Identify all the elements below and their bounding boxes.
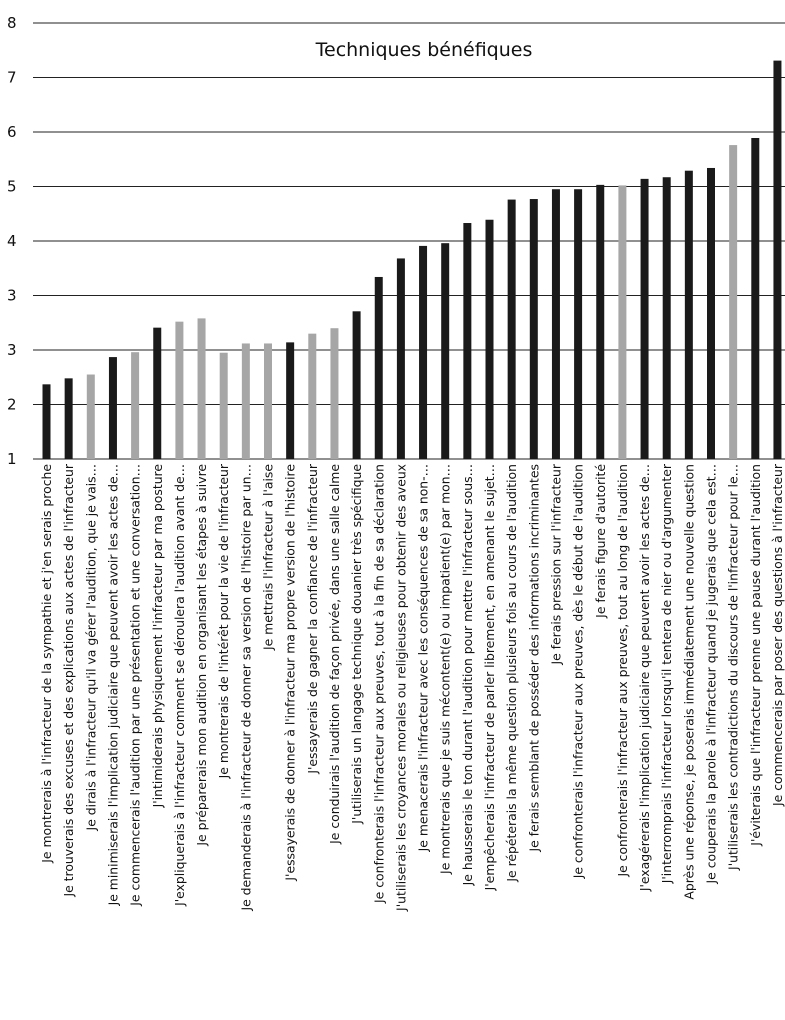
bars: [42, 60, 782, 460]
category-label: Je ferais figure d'autorité: [593, 464, 608, 619]
category-label: Je préparerais mon audition en organisan…: [194, 464, 209, 847]
bar: [640, 178, 649, 459]
bar: [330, 328, 339, 459]
bar: [86, 374, 95, 459]
gridlines: [33, 22, 785, 460]
bar: [197, 318, 206, 459]
category-label: Je confronterais l'infracteur aux preuve…: [615, 464, 630, 878]
bar: [419, 245, 428, 459]
category-label: J'utiliserais les croyances morales ou r…: [393, 464, 408, 912]
category-label: Je mettrais l'infracteur à l'aise: [261, 464, 276, 651]
y-tick-label: 1: [7, 450, 17, 468]
category-label: Je répéterais la même question plusieurs…: [504, 464, 519, 883]
chart-title-background: [290, 32, 558, 66]
category-label: Je montrerais à l'infracteur de la sympa…: [39, 464, 54, 864]
bar: [286, 342, 295, 459]
y-axis-tick-labels: 1233456789: [7, 14, 17, 468]
category-label: Je dirais à l'infracteur qu'il va gérer …: [83, 464, 98, 831]
y-tick-label: 4: [7, 232, 17, 250]
bar: [175, 321, 184, 459]
category-label: J'exagérerais l'implication judiciaire q…: [637, 464, 652, 892]
bar: [684, 170, 693, 459]
bar: [264, 343, 272, 459]
category-labels: Je montrerais à l'infracteur de la sympa…: [39, 463, 785, 912]
category-label: Je montrerais de l'intérêt pour la vie d…: [216, 463, 231, 779]
category-label: Je confronterais l'infracteur aux preuve…: [571, 464, 586, 879]
category-label: Je hausserais le ton durant l'audition p…: [460, 464, 475, 886]
category-label: Je commencerais par poser des questions …: [770, 463, 785, 807]
bar: [529, 199, 538, 459]
category-label: Je ferais pression sur l'infracteur: [548, 463, 563, 665]
bar: [729, 145, 738, 459]
bar: [64, 378, 73, 459]
category-label: J'utiliserais les contradictions du disc…: [726, 464, 741, 871]
category-label: Je confronterais l'infracteur aux preuve…: [371, 464, 386, 904]
bar: [707, 167, 715, 459]
bar: [574, 189, 583, 459]
category-label: Je conduirais l'audition de façon privée…: [327, 464, 342, 845]
y-tick-label: 5: [7, 178, 17, 196]
bar: [131, 352, 140, 459]
bar: [308, 333, 317, 459]
y-tick-label: 8: [7, 14, 17, 32]
bar: [241, 343, 250, 459]
bar: [751, 137, 760, 459]
bar: [153, 327, 162, 459]
category-label: Je demanderais à l'infracteur de donner …: [238, 464, 253, 912]
category-label: Je couperais la parole à l'infracteur qu…: [704, 464, 719, 885]
y-tick-label: 3: [7, 341, 17, 359]
category-label: Je menacerais l'infracteur avec les cons…: [416, 464, 431, 852]
bar: [108, 357, 117, 459]
bar: [596, 184, 605, 460]
category-label: J'expliquerais à l'infracteur comment se…: [172, 464, 187, 907]
y-tick-label: 3: [7, 287, 17, 305]
category-label: Je montrerais que je suis mécontent(e) o…: [438, 464, 453, 875]
category-label: J'essayerais de gagner la confiance de l…: [305, 463, 320, 775]
y-tick-label: 6: [7, 123, 17, 141]
bar: [463, 223, 472, 459]
category-label: Après une réponse, je poserais immédiate…: [681, 464, 696, 900]
bar: [219, 352, 228, 459]
bar: [352, 311, 361, 459]
chart-title: Techniques bénéfiques: [315, 39, 533, 61]
category-label: Je ferais semblant de posséder des infor…: [526, 464, 541, 853]
bar: [773, 60, 782, 459]
category-label: J'interromprais l'infracteur lorsqu'il t…: [659, 463, 674, 884]
y-tick-label: 2: [7, 396, 17, 414]
category-label: J'intimiderais physiquement l'infracteur…: [150, 464, 165, 808]
bar: [662, 177, 671, 460]
bar: [551, 189, 560, 459]
bar: [42, 384, 51, 459]
bar: [507, 199, 516, 459]
bar: [618, 185, 627, 459]
category-label: Je commencerais l'audition par une prése…: [128, 464, 143, 907]
category-label: J'empêcherais l'infracteur de parler lib…: [482, 464, 497, 891]
category-label: J'éviterais que l'infracteur prenne une …: [748, 464, 763, 847]
y-tick-label: 7: [7, 69, 17, 87]
bar: [374, 276, 383, 459]
category-label: J'utiliserais un langage technique douan…: [349, 464, 364, 825]
category-label: J'essayerais de donner à l'infracteur ma…: [283, 464, 298, 882]
bar: [485, 219, 494, 459]
bar: [441, 243, 450, 459]
bar: [396, 258, 405, 459]
category-label: Je minimiserais l'implication judiciaire…: [105, 464, 120, 906]
category-label: Je trouverais des excuses et des explica…: [61, 463, 76, 897]
